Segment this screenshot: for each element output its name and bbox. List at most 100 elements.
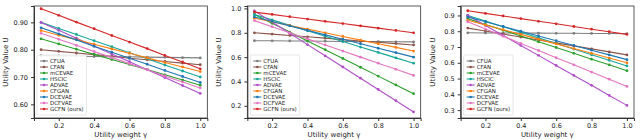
- tick-mark: [307, 118, 308, 121]
- point: [271, 20, 274, 23]
- point: [608, 57, 611, 60]
- point: [466, 9, 469, 12]
- point: [199, 81, 202, 84]
- tick-label: 0.2: [481, 122, 491, 130]
- point: [555, 39, 558, 42]
- tick: 0.4: [89, 118, 99, 130]
- tick-mark: [458, 110, 461, 111]
- tick-mark: [556, 118, 557, 121]
- point: [502, 28, 505, 31]
- point: [253, 39, 256, 42]
- legend-marker: [43, 60, 46, 63]
- point: [359, 42, 362, 45]
- legend-swatch: [40, 96, 48, 97]
- point: [324, 54, 327, 57]
- point: [626, 58, 629, 61]
- point: [572, 74, 575, 77]
- point: [57, 14, 60, 17]
- point: [590, 32, 593, 35]
- point: [395, 99, 398, 102]
- point: [253, 11, 256, 14]
- point: [75, 44, 78, 47]
- point: [502, 35, 505, 38]
- point: [306, 29, 309, 32]
- point: [555, 64, 558, 67]
- tick-mark: [31, 50, 34, 51]
- legend-label: GCFN (ours): [477, 106, 510, 112]
- legend-marker: [43, 108, 46, 111]
- legend-swatch: [253, 96, 261, 97]
- tick: 0.6: [231, 54, 247, 62]
- point: [484, 20, 487, 23]
- point: [288, 40, 291, 43]
- point: [395, 83, 398, 86]
- point: [484, 24, 487, 27]
- point: [288, 24, 291, 27]
- point: [324, 48, 327, 51]
- legend-label: GCFN (ours): [50, 106, 83, 112]
- point: [359, 77, 362, 80]
- point: [466, 31, 469, 34]
- point: [519, 17, 522, 20]
- point: [537, 54, 540, 57]
- point: [395, 56, 398, 59]
- point: [519, 30, 522, 33]
- legend-swatch: [467, 72, 475, 73]
- point: [608, 30, 611, 33]
- legend-marker: [256, 84, 259, 87]
- point: [484, 23, 487, 26]
- point: [341, 22, 344, 25]
- point: [608, 54, 611, 57]
- point: [324, 40, 327, 43]
- legend-marker: [256, 60, 259, 63]
- plot-area: [253, 9, 415, 113]
- point: [555, 56, 558, 59]
- tick-mark: [200, 118, 201, 121]
- point: [502, 34, 505, 37]
- legend-item: GCFN (ours): [40, 106, 83, 112]
- point: [199, 87, 202, 90]
- point: [608, 63, 611, 66]
- legend-swatch: [467, 84, 475, 85]
- legend-swatch: [467, 90, 475, 91]
- legend-marker: [256, 108, 259, 111]
- point: [163, 75, 166, 78]
- tick-mark: [458, 47, 461, 48]
- tick: 0.9: [444, 12, 460, 20]
- point: [199, 92, 202, 95]
- point: [128, 51, 131, 54]
- tick: 0.8: [587, 118, 597, 130]
- point: [626, 61, 629, 64]
- point: [57, 50, 60, 53]
- point: [40, 21, 43, 24]
- tick: 1.0: [196, 118, 206, 130]
- legend-swatch: [253, 72, 261, 73]
- point: [359, 66, 362, 69]
- point: [502, 25, 505, 28]
- point: [40, 7, 43, 10]
- legend-swatch: [467, 108, 475, 109]
- point: [484, 24, 487, 27]
- tick: 0.2: [231, 102, 247, 110]
- tick-mark: [59, 118, 60, 121]
- tick-mark: [272, 118, 273, 121]
- legend-marker: [469, 90, 472, 93]
- tick-mark: [343, 118, 344, 121]
- point: [412, 111, 415, 114]
- point: [288, 24, 291, 27]
- legend-marker: [43, 102, 46, 105]
- point: [163, 61, 166, 64]
- figure: 0.20.40.60.81.00.600.700.800.90Utility w…: [0, 0, 640, 140]
- point: [466, 20, 469, 23]
- legend-marker: [469, 96, 472, 99]
- legend: CFUACFANmCEVAEHSCICADVAECFGANDCEVAEDCFVA…: [37, 55, 86, 115]
- point: [288, 32, 291, 35]
- y-axis: 0.600.700.800.90: [14, 7, 35, 119]
- legend-label: GCFN (ours): [263, 106, 296, 112]
- point: [608, 78, 611, 81]
- point: [412, 74, 415, 77]
- point: [502, 15, 505, 18]
- point: [75, 21, 78, 24]
- panel: 0.20.40.60.81.00.30.40.50.60.70.80.9Util…: [429, 6, 635, 139]
- legend-box: [464, 55, 513, 115]
